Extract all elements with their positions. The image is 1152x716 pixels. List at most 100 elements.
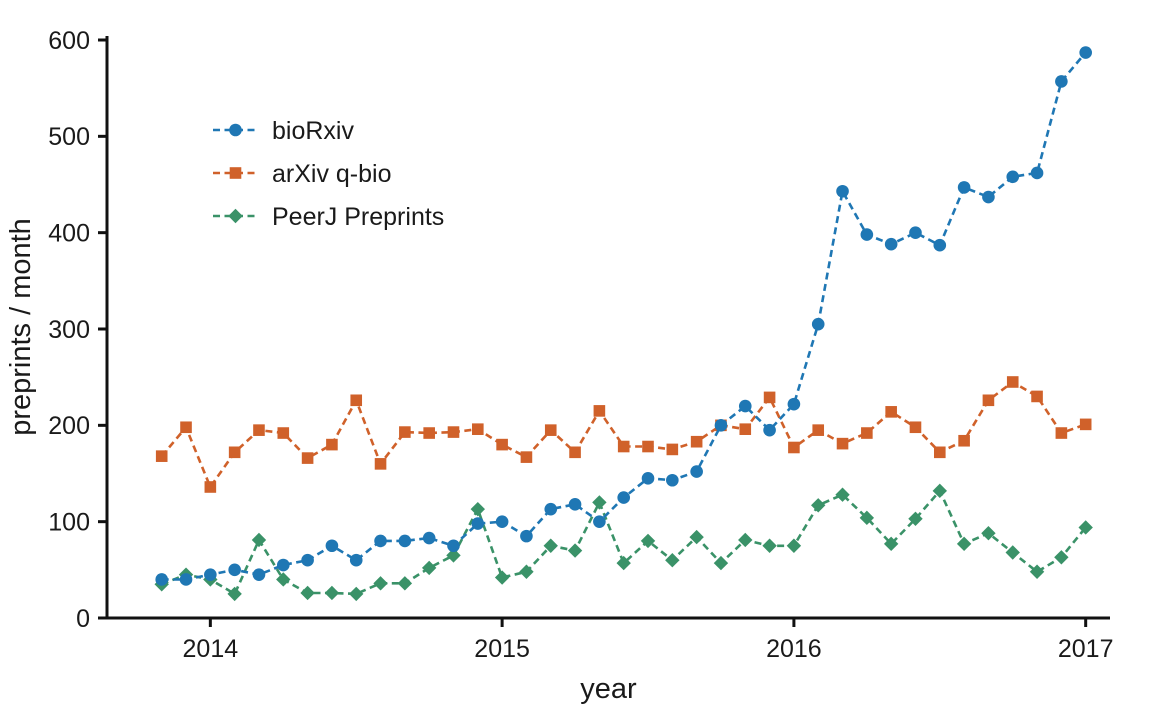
diamond-marker <box>494 570 510 585</box>
square-marker <box>180 421 192 434</box>
diamond-marker <box>835 487 850 502</box>
legend-item-arxiv-q-bio: arXiv q-bio <box>213 160 392 188</box>
legend-label: PeerJ Preprints <box>272 203 444 231</box>
circle-marker <box>520 529 533 543</box>
square-marker <box>277 427 290 439</box>
diamond-marker <box>1054 550 1069 565</box>
square-marker <box>253 424 265 436</box>
x-tick-label: 2016 <box>766 635 822 663</box>
square-marker <box>982 394 995 407</box>
square-marker <box>1055 427 1068 439</box>
circle-marker <box>204 568 217 581</box>
diamond-marker <box>640 533 656 549</box>
circle-marker <box>738 399 752 413</box>
y-tick-label: 100 <box>48 508 90 536</box>
circle-marker <box>617 491 630 504</box>
circle-marker <box>229 123 242 137</box>
circle-marker <box>690 465 703 478</box>
legend-item-peerj-preprints: PeerJ Preprints <box>213 203 444 231</box>
circle-marker <box>787 397 801 411</box>
square-marker <box>204 481 217 493</box>
diamond-marker <box>251 532 267 548</box>
legend-label: bioRxiv <box>272 117 354 145</box>
circle-marker <box>811 317 825 331</box>
square-marker <box>739 423 752 435</box>
diamond-marker <box>300 585 315 601</box>
circle-marker <box>909 226 922 239</box>
diamond-marker <box>227 586 242 602</box>
series-biorxiv <box>155 46 1092 586</box>
y-tick-label: 500 <box>48 123 90 151</box>
diamond-marker <box>908 511 923 526</box>
series-line <box>161 489 1087 596</box>
legend: bioRxiv arXiv q-bio PeerJ Preprints <box>213 117 444 231</box>
y-axis-label: preprints / month <box>5 218 37 436</box>
square-marker <box>812 424 825 436</box>
square-marker <box>301 452 314 464</box>
square-marker <box>326 438 338 451</box>
circle-marker <box>982 190 995 204</box>
circle-marker <box>1079 46 1092 59</box>
circle-marker <box>1006 170 1020 184</box>
series-arxiv-q-bio <box>155 376 1092 493</box>
square-marker <box>229 167 242 179</box>
diamond-marker <box>543 538 558 553</box>
square-marker <box>423 427 435 439</box>
series-line <box>160 380 1087 489</box>
diamond-marker <box>981 526 996 541</box>
circle-marker <box>252 568 266 581</box>
circle-marker <box>714 419 728 432</box>
circle-marker <box>933 238 947 252</box>
y-tick-label: 200 <box>48 412 90 440</box>
circle-marker <box>884 237 898 251</box>
diamond-marker <box>567 543 583 558</box>
diamond-marker <box>228 208 243 224</box>
diamond-marker <box>421 560 437 576</box>
circle-marker <box>593 515 606 528</box>
square-marker <box>544 424 557 436</box>
x-axis-label: year <box>580 673 637 705</box>
square-marker <box>861 427 873 439</box>
diamond-marker <box>956 536 972 552</box>
circle-marker <box>641 472 655 485</box>
square-marker <box>836 437 849 450</box>
diamond-marker <box>349 586 364 602</box>
diamond-marker <box>932 483 947 499</box>
square-marker <box>399 426 411 438</box>
x-tick-label: 2015 <box>474 635 530 663</box>
circle-marker <box>568 498 582 511</box>
square-marker <box>228 446 241 459</box>
legend-label: arXiv q-bio <box>272 160 392 188</box>
diamond-marker <box>738 532 753 548</box>
circle-marker <box>398 534 412 548</box>
square-marker <box>155 450 168 462</box>
circle-marker <box>666 473 679 487</box>
diamond-marker <box>859 510 875 526</box>
square-marker <box>690 435 703 448</box>
diamond-marker <box>883 536 899 552</box>
diamond-marker <box>470 501 486 517</box>
circle-marker <box>1055 75 1068 88</box>
circle-marker <box>957 181 971 194</box>
circle-marker <box>179 573 193 586</box>
diamond-marker <box>446 548 461 563</box>
square-marker <box>909 421 922 434</box>
square-marker <box>958 434 970 447</box>
diamond-marker <box>811 498 826 513</box>
square-marker <box>1031 390 1043 403</box>
circle-marker <box>860 228 874 241</box>
square-marker <box>933 446 946 459</box>
legend-item-biorxiv: bioRxiv <box>213 117 354 145</box>
x-tick-label: 2014 <box>183 635 239 663</box>
square-marker <box>520 451 533 463</box>
y-tick-label: 600 <box>48 27 90 55</box>
y-tick-label: 400 <box>48 219 90 247</box>
axes: 0 100 200 300 400 500 600 2014 2015 2016 2017 year p… <box>5 27 1113 705</box>
circle-marker <box>471 517 485 530</box>
circle-marker <box>349 553 363 567</box>
circle-marker <box>325 539 339 553</box>
square-marker <box>885 406 897 418</box>
circle-marker <box>301 553 314 567</box>
